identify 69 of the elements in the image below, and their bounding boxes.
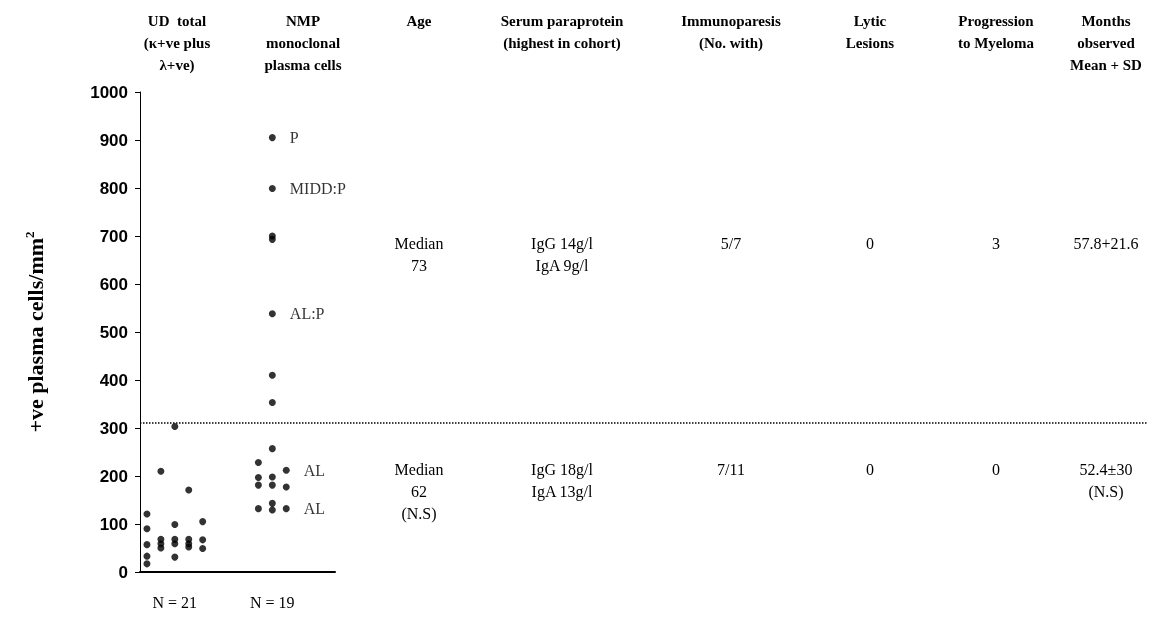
text: 3 — [992, 234, 1000, 252]
x-tick-label: N = 19 — [250, 593, 295, 611]
text: Serum paraprotein (highest in cohort) — [500, 13, 624, 52]
point — [268, 506, 276, 514]
text: IgG 14g/l IgA 9g/l — [531, 234, 594, 275]
point — [171, 520, 179, 528]
point — [268, 481, 276, 489]
data-label: P — [289, 129, 299, 147]
y-tick-label: 900 — [99, 130, 128, 150]
text: 52.4±30 (N.S) — [1079, 460, 1133, 501]
point — [157, 467, 165, 475]
y-tick-label: 600 — [99, 274, 128, 294]
point — [268, 371, 276, 379]
text: Median 62 (N.S) — [394, 460, 444, 523]
y-axis-title: +ve plasma cells/mm2 — [22, 231, 48, 433]
point — [171, 540, 179, 548]
y-tick-label: 700 — [99, 226, 128, 246]
text: UD total (κ+ve plus λ+ve) — [143, 13, 211, 74]
text: Months observed Mean + SD — [1070, 13, 1143, 73]
point — [171, 423, 179, 431]
data-label: AL — [303, 461, 326, 479]
y-tick-label: 1000 — [90, 82, 128, 102]
point — [254, 481, 262, 489]
point — [268, 473, 276, 481]
point — [199, 544, 207, 552]
text: Immunoparesis (No. with) — [681, 13, 782, 52]
point — [254, 473, 262, 481]
y-tick-label: 800 — [99, 178, 128, 198]
y-tick-label: 400 — [99, 370, 128, 390]
y-tick-label: 500 — [99, 322, 128, 342]
data-label: AL — [303, 500, 326, 518]
point — [254, 505, 262, 513]
point — [143, 552, 151, 560]
point — [143, 560, 151, 568]
point — [185, 486, 193, 494]
text: 0 — [866, 460, 874, 478]
x-tick-label: N = 21 — [152, 593, 198, 611]
text: Median 73 — [394, 234, 444, 274]
text: IgG 18g/l IgA 13g/l — [531, 460, 594, 501]
point — [268, 310, 276, 318]
y-tick-label: 200 — [99, 466, 128, 486]
point — [268, 499, 276, 507]
text: 57.8+21.6 — [1073, 234, 1139, 252]
text: Age — [406, 13, 432, 29]
point — [268, 184, 276, 192]
text: 7/11 — [717, 460, 745, 478]
point — [199, 518, 207, 526]
text: 0 — [992, 460, 1000, 478]
point — [282, 505, 290, 513]
y-tick-label: 100 — [99, 514, 128, 534]
y-tick-label: 0 — [118, 562, 128, 582]
data-label: MIDD:P — [289, 179, 346, 197]
point — [171, 553, 179, 561]
text: NMP monoclonal plasma cells — [264, 13, 342, 73]
point — [268, 134, 276, 142]
data-label: AL:P — [289, 305, 325, 323]
point — [268, 399, 276, 407]
y-tick-label: 300 — [99, 418, 128, 438]
point — [143, 541, 151, 549]
point — [268, 445, 276, 453]
point — [282, 483, 290, 491]
text: Progression to Myeloma — [957, 13, 1035, 51]
text: 0 — [866, 234, 874, 252]
point — [199, 536, 207, 544]
text: Lytic Lesions — [845, 13, 895, 51]
point — [282, 466, 290, 474]
text: 5/7 — [720, 234, 742, 252]
point — [143, 525, 151, 533]
point — [254, 459, 262, 467]
